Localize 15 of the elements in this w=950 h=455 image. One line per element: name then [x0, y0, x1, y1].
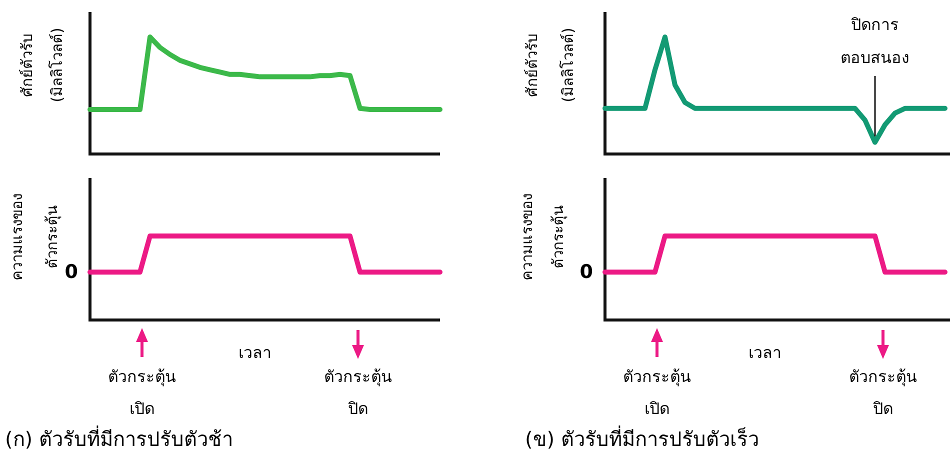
text: 0: [64, 261, 78, 284]
x-axis-title: เวลา: [748, 343, 782, 362]
y-axis-title: ความแรงของ ตัวกระตุ้น: [518, 194, 568, 280]
text: ตัวกระตุ้น เปิด: [108, 367, 176, 418]
text: (ก) ตัวรับที่มีการปรับตัวช้า: [5, 425, 233, 451]
text: ตัวกระตุ้น ปิด: [849, 367, 917, 418]
text: (ข) ตัวรับที่มีการปรับตัวเร็ว: [525, 425, 759, 451]
y-axis-title: ศักย์ตัวรับ (มิลลิโวลต์): [18, 28, 66, 102]
annotation: ปิดการ ตอบสนอง: [840, 15, 910, 67]
y-axis-title: ความแรงของ ตัวกระตุ้น: [8, 194, 62, 280]
text: ตัวกระตุ้น ปิด: [324, 367, 392, 418]
text: 0: [580, 261, 593, 284]
text: ศักย์ตัวรับ (มิลลิโวลต์): [523, 28, 577, 102]
text: ตัวกระตุ้น เปิด: [623, 367, 691, 418]
x-axis-title: เวลา: [238, 343, 272, 362]
